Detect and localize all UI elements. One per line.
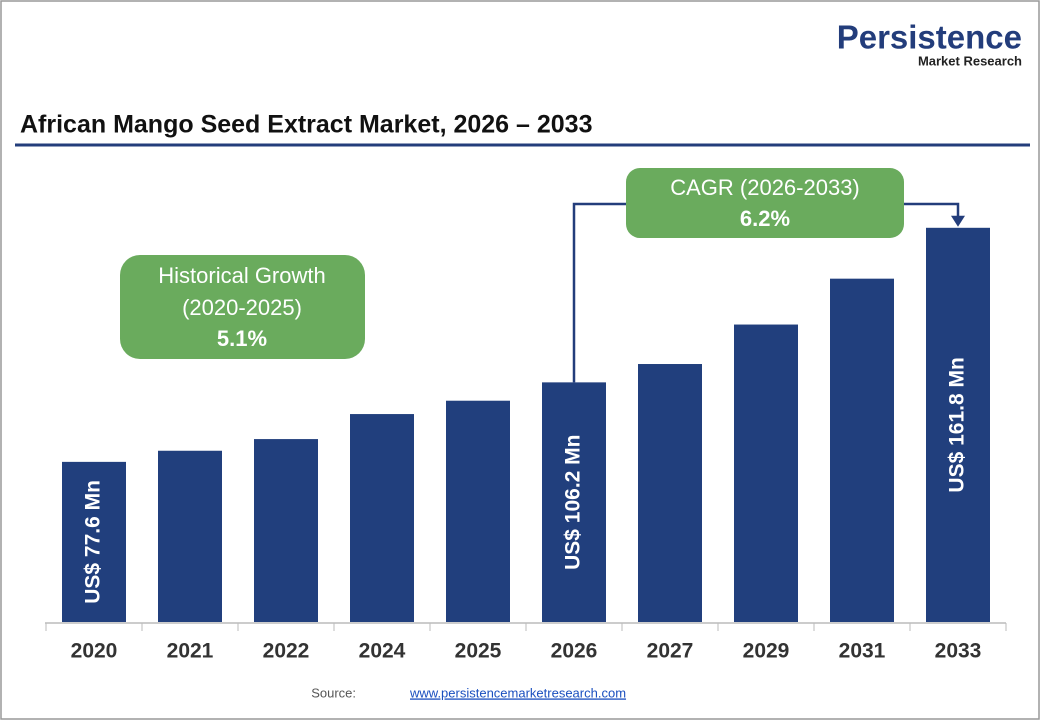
bar xyxy=(350,414,414,622)
annotation-box xyxy=(626,168,904,238)
x-tick-label: 2026 xyxy=(551,640,598,663)
x-tick-label: 2029 xyxy=(743,640,790,663)
annotation-period: (2020-2025) xyxy=(182,295,302,320)
bar xyxy=(926,227,990,622)
connector xyxy=(572,202,630,383)
bar xyxy=(542,382,606,622)
annotation-label: Historical Growth xyxy=(158,263,325,288)
x-tick-label: 2021 xyxy=(167,640,214,663)
bar xyxy=(830,278,894,622)
value-label: US$ 77.6 Mn xyxy=(82,480,105,604)
bar xyxy=(638,364,702,622)
x-tick-label: 2027 xyxy=(647,640,694,663)
source-label: Source: xyxy=(311,685,356,700)
value-label: US$ 106.2 Mn xyxy=(562,434,585,569)
source-link[interactable]: www.persistencemarketresearch.com xyxy=(409,685,626,700)
bar xyxy=(62,461,126,622)
chart-title: African Mango Seed Extract Market, 2026 … xyxy=(20,111,593,139)
bar xyxy=(158,450,222,622)
annotation-value: 6.2% xyxy=(740,206,790,231)
annotation-value: 5.1% xyxy=(217,326,267,351)
annotation-label: CAGR (2026-2033) xyxy=(670,175,860,200)
value-label: US$ 161.8 Mn xyxy=(946,357,969,492)
bar xyxy=(734,324,798,622)
x-tick-label: 2022 xyxy=(263,640,310,663)
brand-tagline: Market Research xyxy=(918,53,1022,68)
x-tick-label: 2025 xyxy=(455,640,502,663)
bar xyxy=(446,400,510,622)
connector-arrow xyxy=(951,215,965,227)
connector xyxy=(900,202,960,218)
x-tick-label: 2033 xyxy=(935,640,982,663)
x-tick-label: 2020 xyxy=(71,640,118,663)
bar xyxy=(254,439,318,622)
x-tick-label: 2031 xyxy=(839,640,886,663)
annotation-box xyxy=(120,255,365,359)
x-tick-label: 2024 xyxy=(359,640,406,663)
brand-name: Persistence xyxy=(837,19,1022,56)
